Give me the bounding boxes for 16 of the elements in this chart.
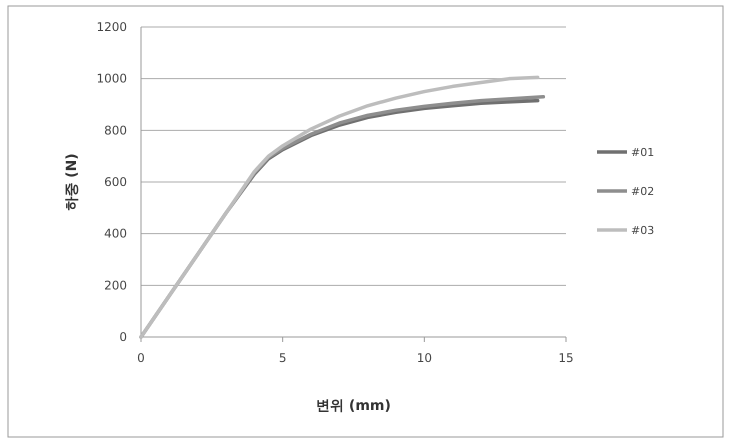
y-tick-label: 600 (104, 175, 127, 189)
x-tick-label: 5 (278, 351, 286, 365)
y-tick-label: 400 (104, 226, 127, 241)
y-axis-title: 하중 (N) (64, 153, 80, 211)
legend-label: #02 (631, 185, 654, 198)
legend-label: #03 (631, 224, 654, 237)
legend-label: #01 (631, 146, 654, 159)
y-tick-label: 0 (119, 330, 127, 344)
y-tick-label: 200 (104, 278, 127, 292)
x-axis-title: 변위 (mm) (316, 398, 391, 414)
x-tick-label: 10 (416, 351, 432, 365)
y-tick-label: 800 (104, 123, 127, 138)
y-tick-label: 1000 (96, 72, 127, 86)
y-tick-label: 1200 (96, 20, 127, 34)
x-tick-label: 0 (137, 351, 145, 365)
x-tick-label: 15 (558, 351, 574, 365)
